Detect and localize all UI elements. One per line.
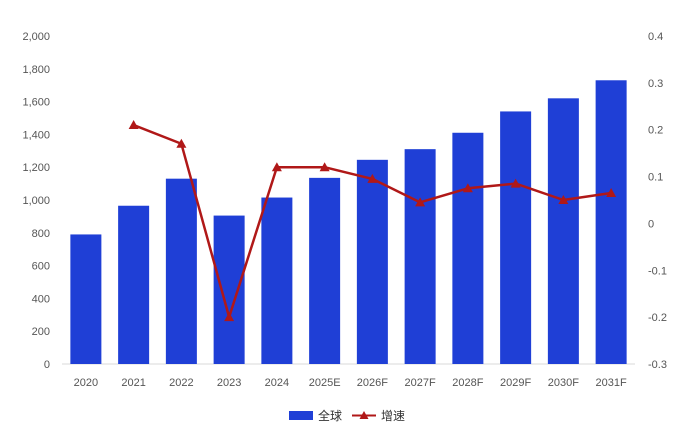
bar <box>309 177 341 364</box>
left-tick-label: 1,800 <box>22 64 50 76</box>
legend-swatch-bar <box>289 411 313 420</box>
line-marker <box>462 183 473 193</box>
left-axis: 0 200 400 600 800 1,000 1,200 1,400 1,600 1,800 2,… <box>22 31 50 371</box>
right-axis: -0.3 -0.2 -0.1 0 0.1 0.2 0.3 0.4 <box>648 31 667 371</box>
line-marker <box>367 173 378 183</box>
legend-label-line: 增速 <box>381 409 405 423</box>
left-tick-label: 600 <box>32 261 50 273</box>
line-marker <box>415 197 426 207</box>
line-marker <box>224 312 235 322</box>
right-tick-label: -0.1 <box>648 265 667 277</box>
line-series <box>128 120 617 322</box>
left-tick-label: 1,000 <box>22 195 50 207</box>
left-tick-label: 2,000 <box>22 31 50 43</box>
x-tick-label: 2023 <box>217 377 241 389</box>
bar <box>547 98 579 364</box>
left-tick-label: 400 <box>32 293 50 305</box>
bar <box>213 215 245 364</box>
bar <box>165 178 197 364</box>
line-marker <box>319 162 330 172</box>
right-tick-label: -0.2 <box>648 312 667 324</box>
bar <box>404 149 436 364</box>
x-tick-label: 2020 <box>74 377 98 389</box>
left-tick-label: 200 <box>32 326 50 338</box>
bar <box>595 80 627 364</box>
line-marker <box>510 178 521 188</box>
line-marker <box>558 195 569 204</box>
right-tick-label: 0 <box>648 218 654 230</box>
x-tick-label: 2026F <box>357 377 388 389</box>
x-tick-label: 2027F <box>405 377 436 389</box>
right-tick-label: 0.3 <box>648 78 663 90</box>
left-tick-label: 1,400 <box>22 129 50 141</box>
x-tick-label: 2031F <box>596 377 627 389</box>
bar <box>261 197 293 364</box>
x-tick-label: 2028F <box>452 377 483 389</box>
right-tick-label: -0.3 <box>648 359 667 371</box>
x-tick-label: 2022 <box>169 377 193 389</box>
legend-label-bar: 全球 <box>318 408 342 423</box>
line-marker <box>606 187 617 197</box>
left-tick-label: 800 <box>32 228 50 240</box>
line-marker <box>271 162 282 172</box>
watermark: 搜狐号@中金企信国际咨询 <box>500 407 668 424</box>
x-tick-label: 2021 <box>121 377 145 389</box>
bar <box>356 159 388 364</box>
right-tick-label: 0.4 <box>648 31 663 43</box>
bar <box>70 234 102 364</box>
right-tick-label: 0.1 <box>648 172 663 184</box>
x-tick-label: 2030F <box>548 377 579 389</box>
bar <box>500 111 532 364</box>
legend: 全球 增速 <box>289 408 405 423</box>
right-tick-label: 0.2 <box>648 125 663 137</box>
left-tick-label: 1,200 <box>22 162 50 174</box>
x-tick-label: 2025E <box>309 377 341 389</box>
bar <box>118 205 150 364</box>
left-tick-label: 1,600 <box>22 97 50 109</box>
x-tick-label: 2029F <box>500 377 531 389</box>
legend-marker <box>359 411 369 419</box>
x-axis: 2020 2021 2022 2023 2024 2025E 2026F 2027F 2028F… <box>74 377 627 389</box>
bar <box>452 132 484 364</box>
left-tick-label: 0 <box>44 359 50 371</box>
line-marker <box>176 138 187 148</box>
bar-series <box>70 80 627 364</box>
x-tick-label: 2024 <box>265 377 289 389</box>
line-marker <box>128 120 139 130</box>
